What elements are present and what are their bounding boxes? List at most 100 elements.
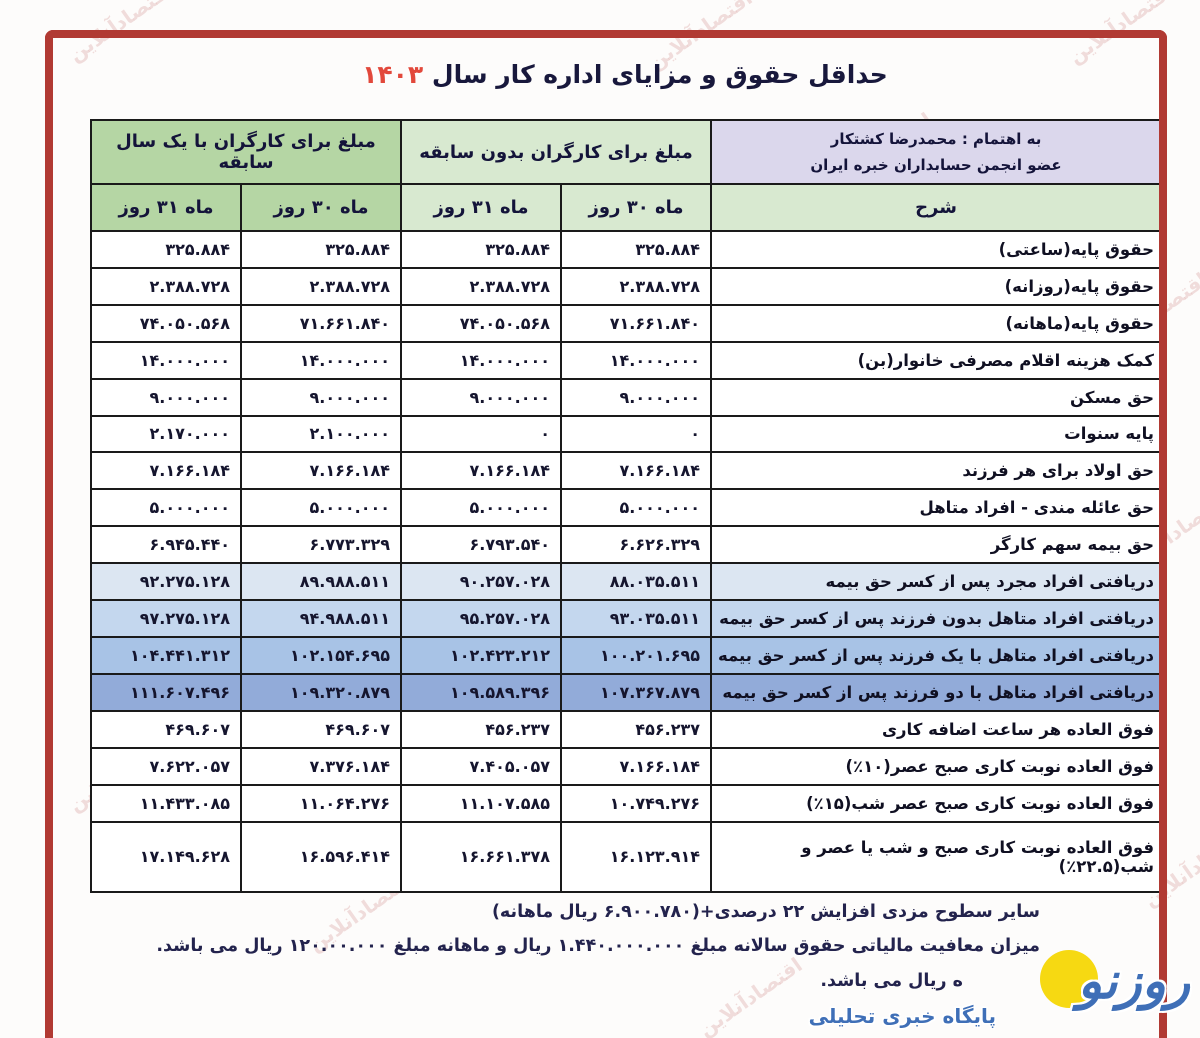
row-value: ۱۰۷.۳۶۷.۸۷۹ bbox=[560, 672, 713, 712]
table-row: حقوق پایه(روزانه) ۲.۳۸۸.۷۲۸ ۲.۳۸۸.۷۲۸ ۲.۳۸۸… bbox=[90, 266, 1163, 306]
row-value: ۹۳.۰۳۵.۵۱۱ bbox=[560, 599, 713, 638]
row-value: ۷.۱۶۶.۱۸۴ bbox=[90, 451, 242, 491]
row-label: کمک هزینه اقلام مصرفی خانوار(بن) bbox=[710, 340, 1163, 380]
row-value: ۷.۱۶۶.۱۸۴ bbox=[560, 746, 713, 786]
row-value: ۸۹.۹۸۸.۵۱۱ bbox=[240, 562, 402, 602]
row-value: ۴۵۶.۲۳۷ bbox=[560, 709, 713, 749]
row-label: دریافتی افراد متاهل با دو فرزند پس از کس… bbox=[710, 672, 1163, 712]
row-value: ۱۰.۷۴۹.۲۷۶ bbox=[560, 783, 713, 823]
row-value: ۹۲.۲۷۵.۱۲۸ bbox=[90, 562, 242, 602]
column-header-month30-noexp: ماه ۳۰ روز bbox=[560, 183, 713, 232]
credit-line1: به اهتمام : محمدرضا کشتکار bbox=[830, 129, 1042, 148]
table-row: فوق العاده نوبت کاری صبح و شب یا عصر و ش… bbox=[90, 820, 1163, 893]
row-value: ۷۱.۶۶۱.۸۴۰ bbox=[240, 303, 402, 343]
row-value: ۱۰۰.۲۰۱.۶۹۵ bbox=[560, 635, 713, 675]
column-header-description: شرح bbox=[710, 183, 1163, 232]
table-row: دریافتی افراد مجرد پس از کسر حق بیمه ۸۸.۰… bbox=[90, 562, 1163, 602]
row-value: ۷۴.۰۵۰.۵۶۸ bbox=[90, 303, 242, 343]
group-header-no-experience: مبلغ برای کارگران بدون سابقه bbox=[399, 119, 713, 185]
row-value: ۳۲۵.۸۸۴ bbox=[399, 230, 563, 269]
row-label: فوق العاده هر ساعت اضافه کاری bbox=[710, 709, 1163, 749]
row-value: ۸۸.۰۳۵.۵۱۱ bbox=[560, 562, 713, 602]
table-row: دریافتی افراد متاهل با دو فرزند پس از کس… bbox=[90, 672, 1163, 712]
row-value: ۹.۰۰۰.۰۰۰ bbox=[240, 377, 402, 417]
row-label: دریافتی افراد متاهل با یک فرزند پس از کس… bbox=[710, 635, 1163, 675]
row-label: فوق العاده نوبت کاری صبح عصر شب(۱۵٪) bbox=[710, 783, 1163, 823]
table-row: فوق العاده نوبت کاری صبح عصر شب(۱۵٪) ۱۰.۷… bbox=[90, 783, 1163, 823]
row-value: ۳۲۵.۸۸۴ bbox=[90, 230, 242, 269]
row-value: ۱۱.۰۶۴.۲۷۶ bbox=[240, 783, 402, 823]
row-value: ۹.۰۰۰.۰۰۰ bbox=[399, 377, 563, 417]
row-value: ۱۱.۱۰۷.۵۸۵ bbox=[399, 783, 563, 823]
row-value: ۷۱.۶۶۱.۸۴۰ bbox=[560, 303, 713, 343]
row-label: فوق العاده نوبت کاری صبح و شب یا عصر و ش… bbox=[710, 820, 1163, 893]
row-value: ۵.۰۰۰.۰۰۰ bbox=[399, 488, 563, 528]
table-body: حقوق پایه(ساعتی) ۳۲۵.۸۸۴ ۳۲۵.۸۸۴ ۳۲۵.۸۸۴ ۳۲۵… bbox=[90, 230, 1163, 893]
column-header-month31-oneyear: ماه ۳۱ روز bbox=[90, 183, 242, 232]
table-row: پایه سنوات ۰ ۰ ۲.۱۰۰.۰۰۰ ۲.۱۷۰.۰۰۰ bbox=[90, 414, 1163, 454]
credit-cell: به اهتمام : محمدرضا کشتکار عضو انجمن حسا… bbox=[710, 119, 1163, 185]
row-label: حقوق پایه(روزانه) bbox=[710, 266, 1163, 306]
row-value: ۴۵۶.۲۳۷ bbox=[399, 709, 563, 749]
column-header-month31-noexp: ماه ۳۱ روز bbox=[399, 183, 563, 232]
row-value: ۹۰.۲۵۷.۰۲۸ bbox=[399, 562, 563, 602]
group-header-one-year: مبلغ برای کارگران با یک سال سابقه bbox=[90, 119, 402, 185]
row-value: ۶.۶۲۶.۳۲۹ bbox=[560, 525, 713, 565]
table-row: کمک هزینه اقلام مصرفی خانوار(بن) ۱۴.۰۰۰.۰… bbox=[90, 340, 1163, 380]
table-row: دریافتی افراد متاهل بدون فرزند پس از کسر… bbox=[90, 599, 1163, 638]
row-value: ۲.۱۷۰.۰۰۰ bbox=[90, 414, 242, 454]
row-value: ۳۲۵.۸۸۴ bbox=[240, 230, 402, 269]
row-value: ۲.۳۸۸.۷۲۸ bbox=[90, 266, 242, 306]
logo-yellow-circle-icon bbox=[1040, 950, 1098, 1008]
row-value: ۷.۶۲۲.۰۵۷ bbox=[90, 746, 242, 786]
row-value: ۰ bbox=[560, 414, 713, 454]
row-value: ۵.۰۰۰.۰۰۰ bbox=[240, 488, 402, 528]
credit-line2: عضو انجمن حسابداران خبره ایران bbox=[810, 156, 1062, 174]
table-row: حقوق پایه(ساعتی) ۳۲۵.۸۸۴ ۳۲۵.۸۸۴ ۳۲۵.۸۸۴ ۳۲۵… bbox=[90, 230, 1163, 269]
column-header-month30-oneyear: ماه ۳۰ روز bbox=[240, 183, 402, 232]
page-title: حداقل حقوق و مزایای اداره کار سال ۱۴۰۳ bbox=[90, 60, 1160, 89]
row-value: ۷.۱۶۶.۱۸۴ bbox=[240, 451, 402, 491]
row-value: ۶.۷۹۳.۵۴۰ bbox=[399, 525, 563, 565]
row-value: ۱۰۹.۳۲۰.۸۷۹ bbox=[240, 672, 402, 712]
row-label: فوق العاده نوبت کاری صبح عصر(۱۰٪) bbox=[710, 746, 1163, 786]
row-value: ۱۴.۰۰۰.۰۰۰ bbox=[560, 340, 713, 380]
row-value: ۶.۹۴۵.۴۴۰ bbox=[90, 525, 242, 565]
row-value: ۱۰۴.۴۴۱.۳۱۲ bbox=[90, 635, 242, 675]
row-value: ۵.۰۰۰.۰۰۰ bbox=[90, 488, 242, 528]
row-value: ۴۶۹.۶۰۷ bbox=[90, 709, 242, 749]
table-row: فوق العاده هر ساعت اضافه کاری ۴۵۶.۲۳۷ ۴۵۶.… bbox=[90, 709, 1163, 749]
row-value: ۱۷.۱۴۹.۶۲۸ bbox=[90, 820, 242, 893]
row-value: ۴۶۹.۶۰۷ bbox=[240, 709, 402, 749]
table-row: حق اولاد برای هر فرزند ۷.۱۶۶.۱۸۴ ۷.۱۶۶.۱۸۴… bbox=[90, 451, 1163, 491]
logo-tagline: پایگاه خبری تحلیلی bbox=[808, 1004, 996, 1028]
row-value: ۷.۱۶۶.۱۸۴ bbox=[560, 451, 713, 491]
table-row: حق بیمه سهم کارگر ۶.۶۲۶.۳۲۹ ۶.۷۹۳.۵۴۰ ۶.۷۷۳… bbox=[90, 525, 1163, 565]
row-value: ۲.۳۸۸.۷۲۸ bbox=[399, 266, 563, 306]
salary-table-wrap: به اهتمام : محمدرضا کشتکار عضو انجمن حسا… bbox=[90, 119, 1163, 893]
footer-note-tax-exemption: میزان معافیت مالیاتی حقوق سالانه مبلغ ۱.… bbox=[156, 936, 1040, 956]
row-value: ۱۱۱.۶۰۷.۴۹۶ bbox=[90, 672, 242, 712]
row-value: ۹۵.۲۵۷.۰۲۸ bbox=[399, 599, 563, 638]
group-header-row: به اهتمام : محمدرضا کشتکار عضو انجمن حسا… bbox=[90, 119, 1163, 185]
row-label: حقوق پایه(ماهانه) bbox=[710, 303, 1163, 343]
row-value: ۱۴.۰۰۰.۰۰۰ bbox=[240, 340, 402, 380]
row-value: ۷.۱۶۶.۱۸۴ bbox=[399, 451, 563, 491]
row-value: ۰ bbox=[399, 414, 563, 454]
row-value: ۲.۳۸۸.۷۲۸ bbox=[240, 266, 402, 306]
title-text: حداقل حقوق و مزایای اداره کار سال bbox=[431, 60, 888, 89]
table-row: دریافتی افراد متاهل با یک فرزند پس از کس… bbox=[90, 635, 1163, 675]
row-label: پایه سنوات bbox=[710, 414, 1163, 454]
subheader-row: شرح ماه ۳۰ روز ماه ۳۱ روز ماه ۳۰ روز ماه… bbox=[90, 183, 1163, 232]
row-value: ۱۶.۶۶۱.۳۷۸ bbox=[399, 820, 563, 893]
row-value: ۱۱.۴۳۳.۰۸۵ bbox=[90, 783, 242, 823]
row-value: ۷.۳۷۶.۱۸۴ bbox=[240, 746, 402, 786]
row-value: ۱۴.۰۰۰.۰۰۰ bbox=[399, 340, 563, 380]
row-value: ۱۴.۰۰۰.۰۰۰ bbox=[90, 340, 242, 380]
watermark-text: اقتصادآنلاین bbox=[1064, 0, 1177, 69]
row-value: ۱۰۲.۱۵۴.۶۹۵ bbox=[240, 635, 402, 675]
watermark-text: اقتصادآنلاین bbox=[694, 952, 807, 1038]
footer-note-partial: ه ریال می باشد. bbox=[820, 971, 963, 991]
watermark-text: اقتصادآنلاین bbox=[64, 0, 177, 67]
